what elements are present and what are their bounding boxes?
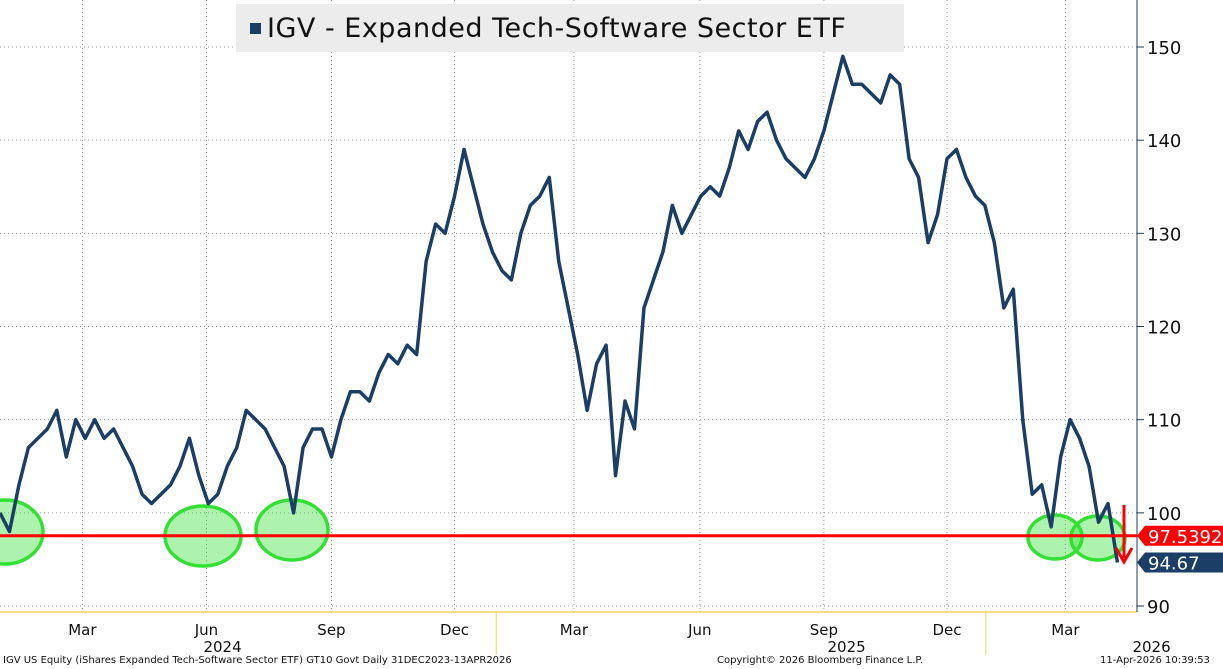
last-price-label: 94.67 bbox=[1148, 554, 1200, 575]
year-label: 2024 bbox=[203, 638, 241, 656]
support-touch-highlight bbox=[0, 498, 45, 566]
footer-copyright: Copyright© 2026 Bloomberg Finance L.P. bbox=[717, 655, 924, 666]
y-tick-label: 120 bbox=[1147, 318, 1181, 339]
x-tick-label: Sep bbox=[317, 621, 345, 639]
y-tick-label: 150 bbox=[1147, 38, 1181, 59]
x-tick-label: Mar bbox=[560, 621, 589, 639]
support-price-label: 97.5392 bbox=[1148, 527, 1222, 548]
year-label: 2026 bbox=[1132, 638, 1170, 656]
x-tick-label: Sep bbox=[810, 621, 838, 639]
x-tick-label: Jun bbox=[194, 621, 218, 639]
legend: IGV - Expanded Tech-Software Sector ETF bbox=[236, 4, 904, 52]
x-tick-label: Dec bbox=[440, 621, 469, 639]
year-label: 2025 bbox=[828, 638, 866, 656]
y-tick-label: 100 bbox=[1147, 504, 1181, 525]
chart-title: IGV - Expanded Tech-Software Sector ETF bbox=[267, 12, 847, 44]
footer-timestamp: 11-Apr-2026 10:39:53 bbox=[1100, 655, 1210, 666]
x-tick-label: Jun bbox=[687, 621, 711, 639]
x-tick-label: Dec bbox=[932, 621, 961, 639]
price-line bbox=[0, 54, 1120, 563]
y-tick-label: 140 bbox=[1147, 131, 1181, 152]
support-price-tag bbox=[1137, 525, 1223, 546]
down-arrow-head-icon bbox=[1114, 547, 1134, 566]
y-tick-label: 130 bbox=[1147, 224, 1181, 245]
last-price-tag bbox=[1137, 552, 1223, 573]
y-tick-label: 110 bbox=[1147, 411, 1181, 432]
footer-description: IGV US Equity (iShares Expanded Tech-Sof… bbox=[3, 655, 512, 666]
x-tick-label: Mar bbox=[68, 621, 97, 639]
x-tick-label: Mar bbox=[1051, 621, 1080, 639]
legend-swatch bbox=[250, 22, 261, 34]
y-tick-label: 90 bbox=[1147, 597, 1170, 618]
